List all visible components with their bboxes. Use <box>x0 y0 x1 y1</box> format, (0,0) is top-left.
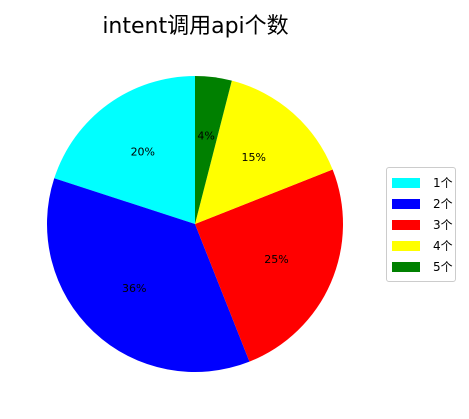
pie-slice-label-2: 36% <box>122 282 146 295</box>
chart-legend: 1个 2个 3个 4个 5个 <box>386 167 456 282</box>
pie-slice-2 <box>46 178 250 373</box>
legend-item-5: 5个 <box>392 256 453 277</box>
pie-slice-label-3: 25% <box>264 253 288 266</box>
legend-label-1: 1个 <box>433 176 453 190</box>
legend-label-4: 4个 <box>433 239 453 253</box>
legend-item-4: 4个 <box>392 235 453 256</box>
legend-label-5: 5个 <box>433 260 453 274</box>
pie-slices <box>46 76 344 373</box>
legend-item-3: 3个 <box>392 214 453 235</box>
legend-label-2: 2个 <box>433 197 453 211</box>
pie-slice-label-4: 15% <box>241 151 265 164</box>
pie-slice-5 <box>195 76 232 224</box>
legend-label-3: 3个 <box>433 218 453 232</box>
pie-slice-4 <box>195 80 333 225</box>
legend-swatch-1 <box>392 177 420 188</box>
pie-slice-labels: 20% 36% 25% 15% 4% <box>122 129 289 295</box>
legend-swatch-2 <box>392 198 420 209</box>
pie-slice-label-5: 4% <box>197 129 214 142</box>
legend-swatch-3 <box>392 219 420 230</box>
pie-slice-label-1: 20% <box>131 146 155 159</box>
pie-slice-1 <box>54 76 195 224</box>
pie-slice-3 <box>195 169 344 362</box>
legend-item-1: 1个 <box>392 172 453 193</box>
legend-item-2: 2个 <box>392 193 453 214</box>
chart-title: intent调用api个数 <box>102 14 289 39</box>
legend-swatch-5 <box>392 261 420 272</box>
legend-swatch-4 <box>392 240 420 251</box>
